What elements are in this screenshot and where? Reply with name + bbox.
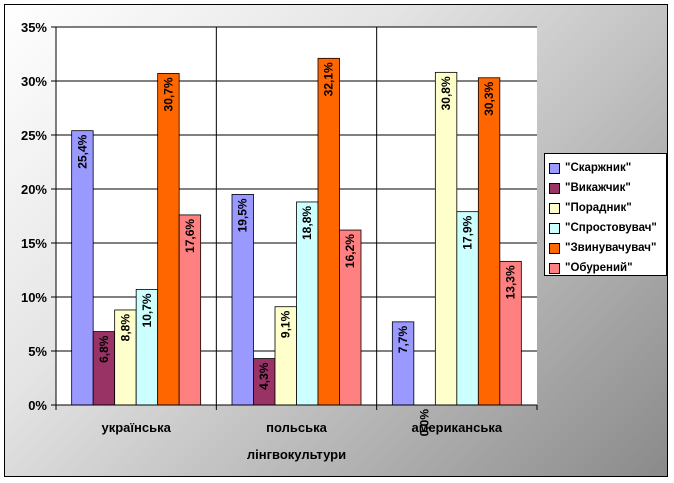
legend-item: "Порадник" xyxy=(549,198,666,218)
y-tick-label: 10% xyxy=(21,290,47,305)
legend-label: "Порадник" xyxy=(565,202,632,214)
bar xyxy=(434,71,458,406)
data-label: 7,7% xyxy=(396,326,410,354)
data-label: 13,3% xyxy=(504,265,518,299)
data-label: 30,7% xyxy=(161,77,175,111)
y-tick-label: 15% xyxy=(21,236,47,251)
y-tick-label: 25% xyxy=(21,128,47,143)
legend-label: "Обурений" xyxy=(565,262,633,274)
legend-swatch xyxy=(549,182,560,194)
legend-item: "Обурений" xyxy=(549,258,666,278)
data-label: 9,1% xyxy=(279,310,293,338)
bar xyxy=(157,73,180,406)
bar xyxy=(317,57,340,406)
data-label: 30,8% xyxy=(439,76,453,110)
data-label: 17,9% xyxy=(461,215,475,249)
y-tick-label: 5% xyxy=(28,344,47,359)
data-label: 8,8% xyxy=(118,314,132,342)
data-label: 19,5% xyxy=(236,198,250,232)
data-label: 6,8% xyxy=(97,335,111,363)
legend-swatch xyxy=(549,162,560,174)
legend-label: "Скаржник" xyxy=(565,162,632,174)
legend: "Скаржник" "Викажчик" "Порадник" "Спростову… xyxy=(544,153,667,276)
legend-label: "Звинувачувач" xyxy=(565,242,657,254)
y-tick-label: 0% xyxy=(28,398,47,413)
data-label: 25,4% xyxy=(75,134,89,168)
legend-swatch xyxy=(549,202,560,214)
legend-swatch xyxy=(549,222,560,234)
data-label: 32,1% xyxy=(322,62,336,96)
legend-label: "Спростовувач" xyxy=(565,222,657,234)
bar xyxy=(477,77,501,406)
legend-swatch xyxy=(549,242,560,254)
data-label: 18,8% xyxy=(300,206,314,240)
legend-label: "Викажчик" xyxy=(565,182,631,194)
y-tick-label: 20% xyxy=(21,182,47,197)
category-label: українська xyxy=(101,420,171,435)
data-label: 10,7% xyxy=(140,293,154,327)
x-axis-title: лінгвокультури xyxy=(247,447,346,462)
legend-swatch xyxy=(549,262,560,274)
y-tick-label: 30% xyxy=(21,74,47,89)
data-label: 0,0% xyxy=(418,409,432,437)
legend-item: "Скаржник" xyxy=(549,158,666,178)
data-label: 4,3% xyxy=(257,362,271,390)
category-label: польська xyxy=(266,420,327,435)
data-label: 17,6% xyxy=(183,219,197,253)
y-tick-label: 35% xyxy=(21,20,47,35)
legend-item: "Спростовувач" xyxy=(549,218,666,238)
data-label: 30,3% xyxy=(482,81,496,115)
data-label: 16,2% xyxy=(343,234,357,268)
legend-item: "Звинувачувач" xyxy=(549,238,666,258)
legend-item: "Викажчик" xyxy=(549,178,666,198)
bar xyxy=(71,130,94,406)
category-label: американська xyxy=(412,420,503,435)
